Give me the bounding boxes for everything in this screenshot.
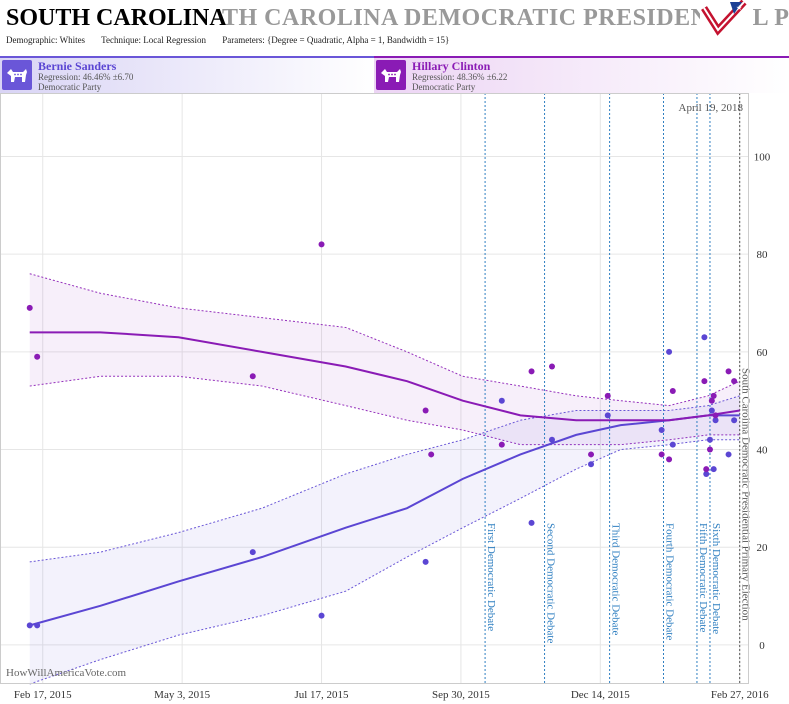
svg-text:★: ★	[736, 4, 742, 12]
poll-point	[731, 378, 738, 385]
x-tick-label: Dec 14, 2015	[571, 689, 630, 701]
poll-point	[548, 363, 555, 370]
poll-point	[712, 417, 719, 424]
candidate-regression: Regression: 48.36% ±6.22	[412, 72, 508, 82]
event-label: Fourth Democratic Debate	[664, 523, 676, 640]
poll-point	[666, 348, 673, 355]
poll-point	[706, 446, 713, 453]
poll-point	[318, 612, 325, 619]
confidence-band	[29, 395, 740, 684]
poll-point	[731, 417, 738, 424]
plot-frame	[0, 93, 749, 684]
page-title-echo: TH CAROLINA DEMOCRATIC PRESIDENTIAL P	[222, 5, 789, 31]
event-label: Second Democratic Debate	[545, 523, 557, 643]
event-label: Third Democratic Debate	[610, 523, 622, 636]
poll-point	[708, 407, 715, 414]
poll-point	[318, 241, 325, 248]
chart-meta: Demographic: Whites Technique: Local Reg…	[6, 35, 463, 45]
poll-point	[712, 412, 719, 419]
poll-point	[701, 334, 708, 341]
event-label: Sixth Democratic Debate	[710, 523, 722, 634]
watermark: HowWillAmericaVote.com	[6, 667, 126, 679]
chart-header: SOUTH CAROLINA TH CAROLINA DEMOCRATIC PR…	[0, 0, 789, 56]
poll-point	[658, 451, 665, 458]
candidate-party: Democratic Party	[412, 82, 476, 92]
donkey-icon	[2, 60, 32, 90]
poll-point	[604, 412, 611, 419]
y-tick-label: 40	[757, 445, 769, 457]
trend-lines	[29, 331, 740, 627]
poll-point	[658, 427, 665, 434]
page-title: SOUTH CAROLINA	[6, 5, 227, 31]
flag-check-logo-icon: ★	[700, 0, 752, 50]
poll-point	[703, 466, 710, 473]
poll-point	[249, 549, 256, 556]
poll-point	[710, 392, 717, 399]
x-tick-label: May 3, 2015	[154, 689, 210, 701]
poll-points	[26, 241, 738, 629]
candidate-name: Bernie Sanders	[38, 59, 117, 73]
grid-lines	[0, 93, 749, 684]
legend-item-sanders[interactable]: Bernie Sanders Regression: 46.46% ±6.70 …	[0, 56, 378, 94]
poll-point	[548, 436, 555, 443]
poll-point	[249, 373, 256, 380]
y-tick-label: 80	[757, 249, 769, 261]
poll-point	[701, 378, 708, 385]
y-tick-label: 60	[757, 347, 769, 359]
band-upper-line	[29, 395, 740, 563]
poll-point	[422, 558, 429, 565]
poll-point	[34, 353, 41, 360]
demographic-label: Demographic: Whites	[6, 35, 86, 45]
poll-point	[669, 387, 676, 394]
candidate-legend: Bernie Sanders Regression: 46.46% ±6.70 …	[0, 56, 789, 94]
poll-chart: First Democratic Debate Second Democratic…	[0, 93, 789, 704]
y-tick-label: 20	[757, 542, 769, 554]
axes: 0 20 40 60 80 100 Feb 17, 2015 May 3, 2015 Jul 1…	[0, 93, 771, 701]
x-tick-label: Feb 27, 2016	[711, 689, 769, 701]
band-lower-line	[29, 439, 740, 685]
poll-point	[710, 466, 717, 473]
poll-point	[498, 441, 505, 448]
event-label: Fifth Democratic Debate	[697, 523, 709, 632]
confidence-bands	[29, 273, 740, 685]
trend-line	[29, 331, 740, 422]
poll-point	[588, 461, 595, 468]
confidence-band	[29, 273, 740, 445]
event-label: First Democratic Debate	[485, 523, 497, 631]
poll-point	[706, 436, 713, 443]
y-tick-label: 100	[754, 151, 771, 163]
x-tick-label: Feb 17, 2015	[14, 689, 72, 701]
poll-point	[498, 397, 505, 404]
band-lower-line	[29, 375, 740, 446]
poll-point	[588, 451, 595, 458]
x-tick-label: Jul 17, 2015	[294, 689, 349, 701]
poll-point	[703, 470, 710, 477]
poll-point	[26, 622, 33, 629]
candidate-party: Democratic Party	[38, 82, 102, 92]
poll-point	[708, 397, 715, 404]
poll-point	[528, 368, 535, 375]
poll-point	[669, 441, 676, 448]
technique-label: Technique: Local Regression	[101, 35, 206, 45]
y-tick-label: 0	[759, 640, 765, 652]
poll-point	[34, 622, 41, 629]
parameters-label: Parameters: {Degree = Quadratic, Alpha =…	[222, 35, 450, 45]
candidate-regression: Regression: 46.46% ±6.70	[38, 72, 134, 82]
band-upper-line	[29, 273, 740, 407]
poll-point	[428, 451, 435, 458]
poll-point	[666, 456, 673, 463]
x-tick-label: Sep 30, 2015	[432, 689, 490, 701]
candidate-name: Hillary Clinton	[412, 59, 491, 73]
poll-point	[725, 368, 732, 375]
donkey-icon	[376, 60, 406, 90]
poll-point	[422, 407, 429, 414]
event-label: South Carolina Democratic Presidential P…	[740, 368, 752, 621]
poll-point	[26, 304, 33, 311]
date-label: April 19, 2018	[679, 102, 744, 114]
legend-item-clinton[interactable]: Hillary Clinton Regression: 48.36% ±6.22…	[374, 56, 789, 94]
poll-point	[725, 451, 732, 458]
poll-point	[528, 519, 535, 526]
poll-point	[604, 392, 611, 399]
